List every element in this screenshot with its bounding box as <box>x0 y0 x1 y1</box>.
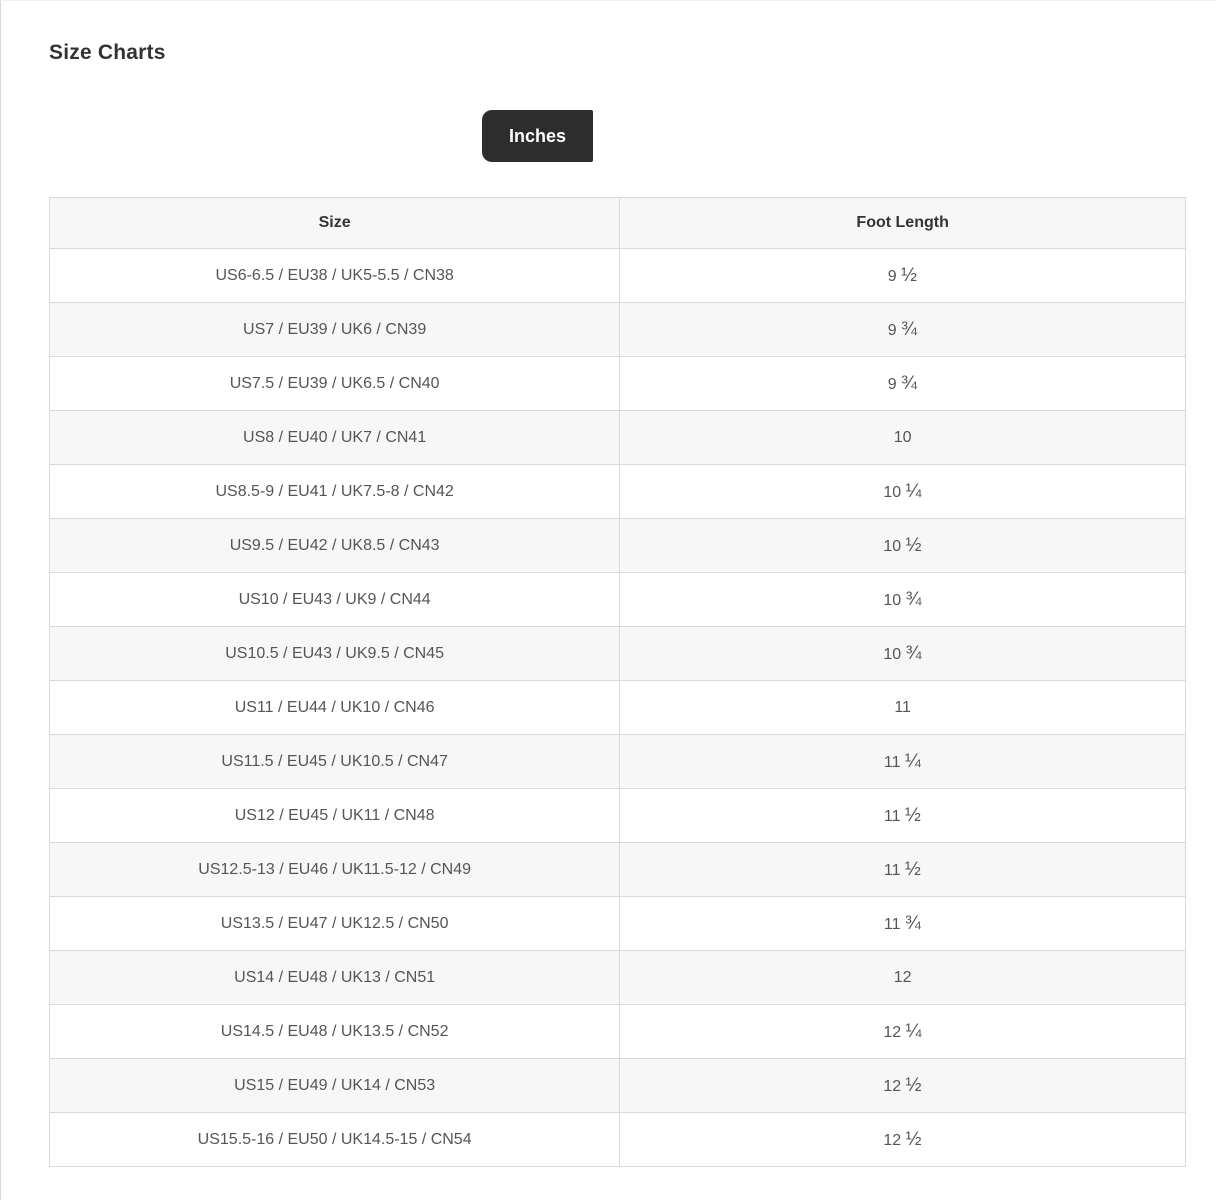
foot-length-cell: 9 ¾ <box>619 302 1186 357</box>
fraction-glyph: ¾ <box>905 588 922 610</box>
foot-length-cell: 11 ¾ <box>619 896 1186 951</box>
unit-tab-inches[interactable]: Inches <box>482 110 593 162</box>
table-row: US13.5 / EU47 / UK12.5 / CN50 11 ¾ <box>48 896 1186 951</box>
table-row: US12.5-13 / EU46 / UK11.5-12 / CN49 11 ½ <box>48 842 1186 897</box>
foot-length-cell: 12 ½ <box>619 1112 1186 1167</box>
table-row: US12 / EU45 / UK11 / CN48 11 ½ <box>48 788 1186 843</box>
size-cell: US7.5 / EU39 / UK6.5 / CN40 <box>48 356 621 411</box>
foot-length-cell: 10 <box>619 410 1186 465</box>
size-cell: US13.5 / EU47 / UK12.5 / CN50 <box>48 896 621 951</box>
fraction-glyph: ½ <box>904 858 922 880</box>
header-row: Size Foot Length <box>48 197 1186 249</box>
foot-length-cell: 11 ½ <box>619 842 1186 897</box>
table-row: US9.5 / EU42 / UK8.5 / CN43 10 ½ <box>48 518 1186 573</box>
table-row: US8.5-9 / EU41 / UK7.5-8 / CN42 10 ¼ <box>48 464 1186 519</box>
size-table-body: US6-6.5 / EU38 / UK5-5.5 / CN38 9 ½ US7 / … <box>48 248 1186 1167</box>
size-cell: US12.5-13 / EU46 / UK11.5-12 / CN49 <box>48 842 621 897</box>
fraction-glyph: ¾ <box>904 912 922 934</box>
fraction-glyph: ½ <box>905 1128 922 1150</box>
table-row: US10.5 / EU43 / UK9.5 / CN45 10 ¾ <box>48 626 1186 681</box>
column-header-foot-length: Foot Length <box>619 197 1186 249</box>
fraction-glyph: ¼ <box>905 480 922 502</box>
table-row: US10 / EU43 / UK9 / CN44 10 ¾ <box>48 572 1186 627</box>
size-cell: US14 / EU48 / UK13 / CN51 <box>48 950 621 1005</box>
fraction-glyph: ¾ <box>901 372 918 394</box>
size-cell: US11.5 / EU45 / UK10.5 / CN47 <box>48 734 621 789</box>
table-row: US11.5 / EU45 / UK10.5 / CN47 11 ¼ <box>48 734 1186 789</box>
foot-length-cell: 12 ½ <box>619 1058 1186 1113</box>
size-cell: US15 / EU49 / UK14 / CN53 <box>48 1058 621 1113</box>
foot-length-cell: 9 ¾ <box>619 356 1186 411</box>
table-row: US11 / EU44 / UK10 / CN46 11 <box>48 680 1186 735</box>
size-cell: US11 / EU44 / UK10 / CN46 <box>48 680 621 735</box>
fraction-glyph: ½ <box>905 1074 922 1096</box>
table-row: US14.5 / EU48 / UK13.5 / CN52 12 ¼ <box>48 1004 1186 1059</box>
foot-length-cell: 12 <box>619 950 1186 1005</box>
table-row: US15.5-16 / EU50 / UK14.5-15 / CN54 12 ½ <box>48 1112 1186 1167</box>
size-cell: US10 / EU43 / UK9 / CN44 <box>48 572 621 627</box>
fraction-glyph: ¾ <box>901 318 918 340</box>
size-cell: US6-6.5 / EU38 / UK5-5.5 / CN38 <box>48 248 621 303</box>
table-row: US15 / EU49 / UK14 / CN53 12 ½ <box>48 1058 1186 1113</box>
size-cell: US10.5 / EU43 / UK9.5 / CN45 <box>48 626 621 681</box>
foot-length-cell: 12 ¼ <box>619 1004 1186 1059</box>
size-chart-table: Size Foot Length US6-6.5 / EU38 / UK5-5.… <box>48 197 1186 1167</box>
size-cell: US8.5-9 / EU41 / UK7.5-8 / CN42 <box>48 464 621 519</box>
fraction-glyph: ½ <box>905 534 922 556</box>
foot-length-cell: 10 ¾ <box>619 626 1186 681</box>
foot-length-cell: 10 ¾ <box>619 572 1186 627</box>
foot-length-cell: 9 ½ <box>619 248 1186 303</box>
table-row: US7.5 / EU39 / UK6.5 / CN40 9 ¾ <box>48 356 1186 411</box>
foot-length-cell: 10 ½ <box>619 518 1186 573</box>
size-cell: US7 / EU39 / UK6 / CN39 <box>48 302 621 357</box>
table-row: US7 / EU39 / UK6 / CN39 9 ¾ <box>48 302 1186 357</box>
size-table-header: Size Foot Length <box>48 197 1186 249</box>
foot-length-cell: 11 ¼ <box>619 734 1186 789</box>
fraction-glyph: ½ <box>904 804 922 826</box>
fraction-glyph: ¼ <box>905 1020 922 1042</box>
foot-length-cell: 11 ½ <box>619 788 1186 843</box>
size-cell: US12 / EU45 / UK11 / CN48 <box>48 788 621 843</box>
foot-length-cell: 11 <box>619 680 1186 735</box>
foot-length-cell: 10 ¼ <box>619 464 1186 519</box>
table-row: US14 / EU48 / UK13 / CN51 12 <box>48 950 1186 1005</box>
fraction-glyph: ½ <box>901 264 918 286</box>
size-cell: US8 / EU40 / UK7 / CN41 <box>48 410 621 465</box>
fraction-glyph: ¾ <box>905 642 922 664</box>
size-cell: US14.5 / EU48 / UK13.5 / CN52 <box>48 1004 621 1059</box>
column-header-size: Size <box>48 197 621 249</box>
fraction-glyph: ¼ <box>904 750 922 772</box>
table-row: US6-6.5 / EU38 / UK5-5.5 / CN38 9 ½ <box>48 248 1186 303</box>
size-cell: US15.5-16 / EU50 / UK14.5-15 / CN54 <box>48 1112 621 1167</box>
table-row: US8 / EU40 / UK7 / CN41 10 <box>48 410 1186 465</box>
page-title: Size Charts <box>49 41 166 64</box>
size-cell: US9.5 / EU42 / UK8.5 / CN43 <box>48 518 621 573</box>
